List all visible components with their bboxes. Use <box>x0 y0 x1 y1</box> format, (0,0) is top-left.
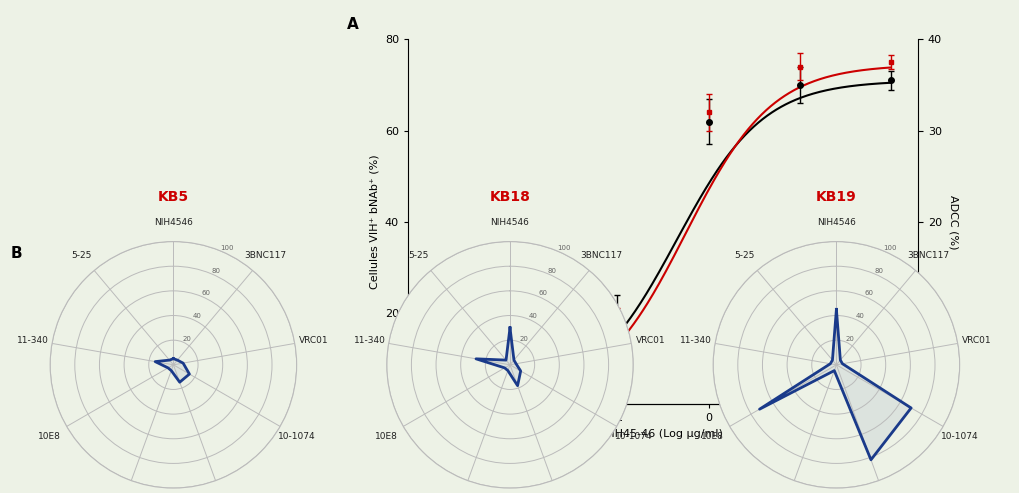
Title: KB5: KB5 <box>158 190 189 204</box>
Y-axis label: Cellules VIH⁺ bNAb⁺ (%): Cellules VIH⁺ bNAb⁺ (%) <box>369 154 379 289</box>
Text: A: A <box>346 17 359 32</box>
X-axis label: NIH45-46 (Log µg/ml): NIH45-46 (Log µg/ml) <box>602 429 722 439</box>
Title: KB18: KB18 <box>489 190 530 204</box>
Text: B: B <box>10 246 21 261</box>
Polygon shape <box>476 328 520 386</box>
Polygon shape <box>155 359 190 382</box>
Title: KB19: KB19 <box>815 190 856 204</box>
Y-axis label: ADCC (%): ADCC (%) <box>948 195 958 249</box>
Polygon shape <box>759 310 910 460</box>
